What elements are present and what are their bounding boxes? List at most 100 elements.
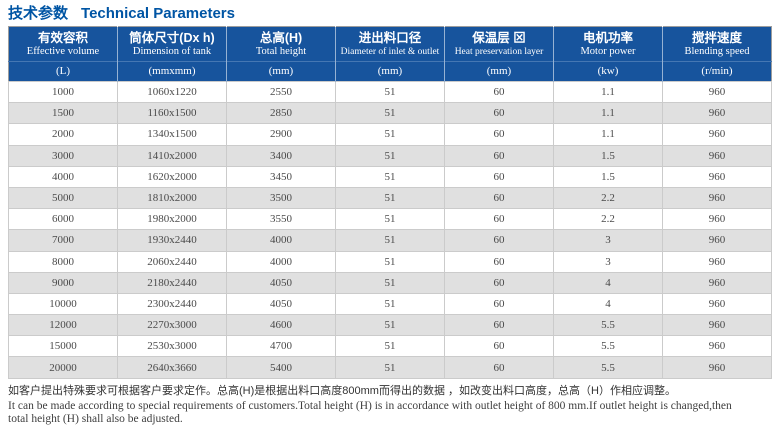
table-cell: 1.1 [553, 80, 663, 104]
table-cell: 51 [335, 250, 445, 273]
column-header: 保温层 ⊠ Heat preservation layer [444, 26, 554, 62]
table-cell: 3000 [8, 144, 118, 167]
table-cell: 60 [444, 229, 554, 252]
column-header-en: Diameter of inlet & outlet [340, 47, 440, 57]
table-cell: 2300x2440 [117, 292, 227, 316]
column-unit: (mm) [444, 61, 554, 82]
table-cell: 2900 [226, 123, 336, 146]
table-row: 8000 2060x2440 4000 51 60 3 960 [8, 250, 772, 273]
column-header-en: Blending speed [684, 46, 750, 57]
table-cell: 960 [662, 335, 772, 358]
table-cell: 60 [444, 356, 554, 379]
footer-note-en-line2: total height (H) shall also be adjusted. [8, 413, 183, 426]
column-header-en: Motor power [580, 46, 636, 57]
table-cell: 60 [444, 292, 554, 316]
technical-parameters-table: 有效容积 Effective volume 筒体尺寸(Dx h) Dimension … [8, 26, 772, 379]
table-cell: 5.5 [553, 335, 663, 358]
table-row: 6000 1980x2000 3550 51 60 2.2 960 [8, 208, 772, 231]
table-cell: 960 [662, 250, 772, 273]
column-header: 筒体尺寸(Dx h) Dimension of tank [117, 26, 227, 62]
table-cell: 1.5 [553, 165, 663, 188]
table-cell: 5.5 [553, 314, 663, 337]
table-cell: 4600 [226, 314, 336, 337]
table-cell: 60 [444, 144, 554, 167]
table-cell: 2640x3660 [117, 356, 227, 379]
table-cell: 51 [335, 102, 445, 125]
table-row: 5000 1810x2000 3500 51 60 2.2 960 [8, 186, 772, 210]
table-cell: 1980x2000 [117, 208, 227, 231]
footer-note: 如客户提出特殊要求可根据客户要求定作。总高(H)是根据出料口高度800mm而得出… [8, 384, 772, 427]
table-row: 9000 2180x2440 4050 51 60 4 960 [8, 271, 772, 294]
table-cell: 51 [335, 165, 445, 188]
column-header-cn: 总高(H) [259, 31, 303, 45]
table-cell: 1620x2000 [117, 165, 227, 188]
table-cell: 51 [335, 271, 445, 294]
page-title-cn: 技术参数 [8, 5, 69, 22]
table-cell: 15000 [8, 335, 118, 358]
column-header: 电机功率 Motor power [553, 26, 663, 62]
table-cell: 20000 [8, 356, 118, 379]
table-row: 20000 2640x3660 5400 51 60 5.5 960 [8, 356, 772, 379]
table-cell: 2060x2440 [117, 250, 227, 273]
table-cell: 60 [444, 165, 554, 188]
footer-note-cn: 如客户提出特殊要求可根据客户要求定作。总高(H)是根据出料口高度800mm而得出… [8, 384, 676, 397]
table-cell: 51 [335, 186, 445, 210]
table-cell: 2850 [226, 102, 336, 125]
table-cell: 60 [444, 80, 554, 104]
column-header: 进出料口径 Diameter of inlet & outlet [335, 26, 445, 62]
table-cell: 5000 [8, 186, 118, 210]
column-header-cn: 筒体尺寸(Dx h) [129, 31, 215, 45]
table-cell: 2000 [8, 123, 118, 146]
column-unit: (kw) [553, 61, 663, 82]
table-cell: 51 [335, 335, 445, 358]
column-header-en: Effective volume [26, 46, 100, 57]
table-cell: 4000 [226, 250, 336, 273]
table-cell: 8000 [8, 250, 118, 273]
table-cell: 3450 [226, 165, 336, 188]
table-cell: 3500 [226, 186, 336, 210]
table-cell: 60 [444, 271, 554, 294]
table-cell: 2530x3000 [117, 335, 227, 358]
table-cell: 960 [662, 208, 772, 231]
table-cell: 51 [335, 292, 445, 316]
column-unit: (mmxmm) [117, 61, 227, 82]
table-cell: 1930x2440 [117, 229, 227, 252]
column-unit: (mm) [335, 61, 445, 82]
table-cell: 1060x1220 [117, 80, 227, 104]
table-cell: 60 [444, 250, 554, 273]
table-cell: 1340x1500 [117, 123, 227, 146]
table-cell: 5400 [226, 356, 336, 379]
table-cell: 51 [335, 144, 445, 167]
column-header-cn: 进出料口径 [358, 31, 422, 45]
table-cell: 960 [662, 144, 772, 167]
table-cell: 4000 [8, 165, 118, 188]
table-cell: 2270x3000 [117, 314, 227, 337]
column-header-en: Dimension of tank [132, 46, 212, 57]
table-cell: 960 [662, 123, 772, 146]
table-cell: 960 [662, 356, 772, 379]
table-cell: 60 [444, 335, 554, 358]
table-row: 2000 1340x1500 2900 51 60 1.1 960 [8, 123, 772, 146]
table-cell: 1000 [8, 80, 118, 104]
table-cell: 60 [444, 208, 554, 231]
column-unit: (mm) [226, 61, 336, 82]
header-row-names: 有效容积 Effective volume 筒体尺寸(Dx h) Dimension … [8, 26, 772, 62]
table-cell: 1.1 [553, 123, 663, 146]
footer-note-en-line1: It can be made according to special requ… [8, 399, 732, 412]
table-row: 4000 1620x2000 3450 51 60 1.5 960 [8, 165, 772, 188]
table-row: 1500 1160x1500 2850 51 60 1.1 960 [8, 102, 772, 125]
table-cell: 3 [553, 229, 663, 252]
table-cell: 1810x2000 [117, 186, 227, 210]
table-cell: 3 [553, 250, 663, 273]
table-row: 3000 1410x2000 3400 51 60 1.5 960 [8, 144, 772, 167]
table-cell: 6000 [8, 208, 118, 231]
table-cell: 1410x2000 [117, 144, 227, 167]
table-cell: 4 [553, 292, 663, 316]
header-row-units: (L) (mmxmm) (mm) (mm) (mm) (kw) (r/min) [8, 61, 772, 82]
table-row: 12000 2270x3000 4600 51 60 5.5 960 [8, 314, 772, 337]
table-cell: 4000 [226, 229, 336, 252]
table-cell: 51 [335, 229, 445, 252]
table-cell: 60 [444, 314, 554, 337]
table-cell: 1.5 [553, 144, 663, 167]
table-cell: 4 [553, 271, 663, 294]
